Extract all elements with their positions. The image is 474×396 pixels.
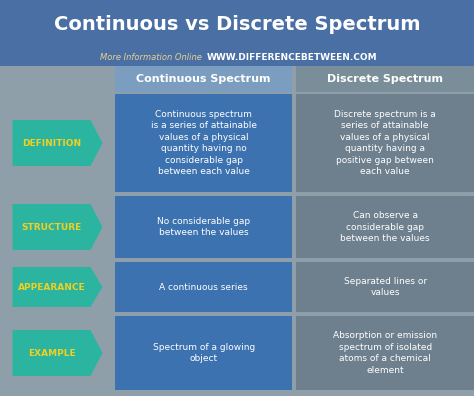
FancyBboxPatch shape bbox=[115, 196, 292, 258]
Polygon shape bbox=[12, 120, 102, 166]
Text: APPEARANCE: APPEARANCE bbox=[18, 282, 85, 291]
Text: Discrete Spectrum: Discrete Spectrum bbox=[327, 74, 443, 84]
Text: Continuous spectrum
is a series of attainable
values of a physical
quantity havi: Continuous spectrum is a series of attai… bbox=[151, 110, 257, 176]
Text: Discrete spectrum is a
series of attainable
values of a physical
quantity having: Discrete spectrum is a series of attaina… bbox=[334, 110, 436, 176]
Text: EXAMPLE: EXAMPLE bbox=[27, 348, 75, 358]
FancyBboxPatch shape bbox=[297, 196, 474, 258]
Polygon shape bbox=[12, 267, 102, 307]
Text: A continuous series: A continuous series bbox=[159, 282, 248, 291]
Polygon shape bbox=[12, 204, 102, 250]
Text: Spectrum of a glowing
object: Spectrum of a glowing object bbox=[153, 343, 255, 363]
Text: Can observe a
considerable gap
between the values: Can observe a considerable gap between t… bbox=[340, 211, 430, 243]
FancyBboxPatch shape bbox=[297, 316, 474, 390]
Text: STRUCTURE: STRUCTURE bbox=[21, 223, 82, 232]
FancyBboxPatch shape bbox=[297, 94, 474, 192]
Text: No considerable gap
between the values: No considerable gap between the values bbox=[157, 217, 250, 237]
Polygon shape bbox=[12, 330, 102, 376]
FancyBboxPatch shape bbox=[115, 262, 292, 312]
Text: Continuous vs Discrete Spectrum: Continuous vs Discrete Spectrum bbox=[54, 15, 420, 34]
FancyBboxPatch shape bbox=[297, 262, 474, 312]
FancyBboxPatch shape bbox=[297, 66, 474, 92]
Text: Absorption or emission
spectrum of isolated
atoms of a chemical
element: Absorption or emission spectrum of isola… bbox=[333, 331, 438, 375]
FancyBboxPatch shape bbox=[0, 0, 474, 66]
Text: DEFINITION: DEFINITION bbox=[22, 139, 81, 147]
Text: WWW.DIFFERENCEBETWEEN.COM: WWW.DIFFERENCEBETWEEN.COM bbox=[207, 53, 378, 61]
FancyBboxPatch shape bbox=[115, 94, 292, 192]
Text: More Information Online: More Information Online bbox=[100, 53, 202, 61]
Text: Continuous Spectrum: Continuous Spectrum bbox=[137, 74, 271, 84]
Text: Separated lines or
values: Separated lines or values bbox=[344, 277, 427, 297]
FancyBboxPatch shape bbox=[115, 66, 292, 92]
FancyBboxPatch shape bbox=[115, 316, 292, 390]
